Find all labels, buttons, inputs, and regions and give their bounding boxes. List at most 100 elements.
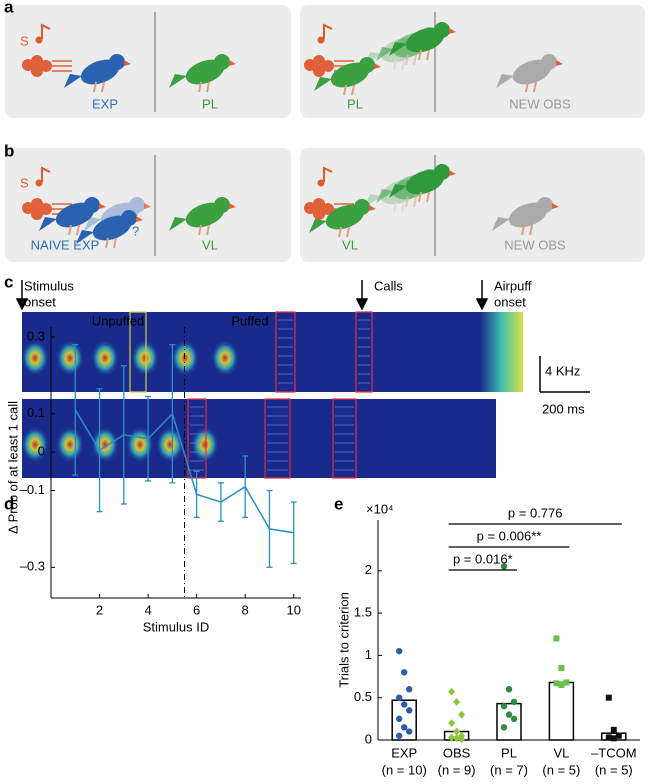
- bird-head: [109, 54, 125, 70]
- syllable: [156, 426, 184, 463]
- call-box: [275, 311, 296, 393]
- bird-feet: [338, 226, 350, 238]
- point: [605, 734, 612, 741]
- note-head: [35, 179, 43, 187]
- bird-body: [512, 59, 552, 85]
- bird-head: [121, 210, 137, 226]
- x-tick-label: –TCOM: [591, 745, 637, 760]
- region-label: Unpuffed: [92, 313, 145, 328]
- bird-body: [185, 59, 225, 85]
- y-tick-label: –0.1: [20, 482, 45, 497]
- syllable: [21, 340, 49, 376]
- x-sublabel: (n = 5): [542, 762, 580, 777]
- bird-head: [359, 57, 375, 73]
- bird: [76, 210, 143, 249]
- scale-label: 200 ms: [542, 401, 585, 416]
- p-value: p = 0.776: [508, 505, 563, 520]
- error-bar: [290, 501, 297, 565]
- error-bar: [72, 344, 79, 476]
- syllable: [56, 340, 84, 376]
- puff: [31, 208, 43, 220]
- bird-tail: [314, 77, 332, 91]
- bird-head: [354, 199, 370, 215]
- y-tick-label: –0.3: [20, 559, 45, 574]
- puff: [322, 203, 334, 215]
- bird-beak: [369, 205, 376, 211]
- bird-label: NEW OBS: [504, 237, 566, 252]
- bird-tail: [389, 184, 407, 198]
- puff: [22, 59, 34, 71]
- x-tick-label: EXP: [391, 745, 417, 760]
- line: [74, 409, 294, 534]
- point: [505, 686, 513, 693]
- bird-body: [405, 169, 445, 195]
- bird-tail: [84, 217, 102, 231]
- bird-beak: [124, 60, 131, 66]
- panel-letter: b: [4, 141, 14, 160]
- bird-beak: [374, 63, 381, 69]
- bird-beak: [136, 216, 143, 222]
- point: [558, 665, 565, 672]
- puff: [313, 208, 325, 220]
- stimulus-box: [129, 311, 147, 393]
- x-tick-label: 2: [96, 602, 103, 617]
- point: [610, 735, 617, 742]
- bar: [391, 699, 417, 741]
- bird-tail: [389, 42, 407, 56]
- y-tick-label: 0: [365, 731, 372, 746]
- bird-label: VL: [202, 237, 218, 252]
- point: [610, 726, 617, 733]
- point: [505, 711, 513, 718]
- y-axis-label: Δ Prob of at least 1 call: [5, 401, 20, 534]
- syllable: [21, 426, 49, 463]
- bird-label: NAIVE EXP: [31, 237, 100, 252]
- note-head: [35, 36, 43, 44]
- error-bar: [169, 344, 176, 484]
- puff: [40, 60, 52, 72]
- bird: [389, 22, 456, 61]
- point: [500, 724, 508, 731]
- bird-feet: [393, 201, 405, 213]
- bird: [39, 197, 106, 236]
- x-sublabel: (n = 5): [595, 762, 633, 777]
- bird-body: [405, 27, 445, 53]
- point: [563, 679, 570, 686]
- y-tick-label: 0: [38, 444, 45, 459]
- error-bar: [217, 482, 224, 522]
- point: [396, 732, 403, 739]
- point: [458, 710, 466, 719]
- bird-feet: [343, 84, 355, 96]
- region-label: Puffed: [231, 313, 268, 328]
- point: [406, 728, 413, 735]
- panel-letter: a: [4, 0, 14, 16]
- x-tick-label: OBS: [443, 745, 471, 760]
- puff: [31, 65, 43, 77]
- point: [453, 734, 461, 743]
- bird-body: [508, 202, 548, 228]
- bird-feet: [198, 224, 210, 236]
- panel-letter: c: [4, 272, 13, 291]
- syllable: [91, 426, 119, 463]
- point: [458, 735, 466, 744]
- bird-beak: [556, 60, 563, 66]
- point: [401, 724, 408, 731]
- bird: [314, 57, 381, 96]
- syllable: [191, 426, 219, 463]
- point: [500, 563, 508, 570]
- bird-feet: [418, 191, 430, 203]
- question-mark: ?: [132, 223, 139, 238]
- bird-beak: [229, 203, 236, 209]
- bird-feet: [393, 59, 405, 71]
- bird-tail: [64, 74, 82, 88]
- x-tick-label: 4: [144, 602, 151, 617]
- arrows: [15, 280, 489, 311]
- bird: [169, 197, 236, 236]
- bird-head: [84, 197, 100, 213]
- bird: [492, 197, 559, 236]
- syllable: [131, 340, 159, 376]
- bird-label: PL: [202, 96, 218, 111]
- stimulus-label: S: [20, 175, 29, 190]
- annotation: Calls: [374, 278, 403, 293]
- point: [500, 702, 508, 710]
- puff: [31, 55, 43, 67]
